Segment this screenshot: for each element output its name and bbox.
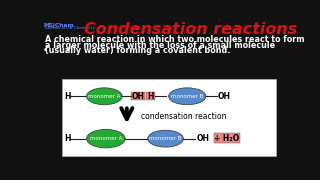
Text: H: H <box>64 92 70 101</box>
Text: monomer A: monomer A <box>90 136 122 141</box>
Text: + H₂O: + H₂O <box>214 134 239 143</box>
Text: condensation reaction: condensation reaction <box>140 112 226 121</box>
Text: OH: OH <box>217 92 230 101</box>
Text: monomer B: monomer B <box>149 136 182 141</box>
FancyBboxPatch shape <box>214 133 240 143</box>
FancyBboxPatch shape <box>62 79 276 156</box>
Text: Tutorials for IB Chemistry: Tutorials for IB Chemistry <box>43 26 95 30</box>
Text: H: H <box>148 92 154 101</box>
Text: (usually water) forming a covalent bond.: (usually water) forming a covalent bond. <box>45 46 231 55</box>
Ellipse shape <box>86 88 122 105</box>
Text: monomer A: monomer A <box>88 94 121 99</box>
FancyBboxPatch shape <box>132 93 145 100</box>
FancyBboxPatch shape <box>146 93 156 100</box>
Text: MSJChem: MSJChem <box>43 23 74 28</box>
Text: H: H <box>64 134 70 143</box>
Ellipse shape <box>169 88 206 105</box>
Text: monomer B: monomer B <box>171 94 204 99</box>
Text: •: • <box>42 46 47 55</box>
Ellipse shape <box>86 129 125 148</box>
Text: OH: OH <box>196 134 209 143</box>
Text: OH: OH <box>132 92 145 101</box>
Text: a larger molecule with the loss of a small molecule: a larger molecule with the loss of a sma… <box>45 41 276 50</box>
Text: Condensation reactions: Condensation reactions <box>84 22 298 37</box>
Text: A chemical reaction in which two molecules react to form: A chemical reaction in which two molecul… <box>45 35 305 44</box>
Ellipse shape <box>148 130 183 147</box>
